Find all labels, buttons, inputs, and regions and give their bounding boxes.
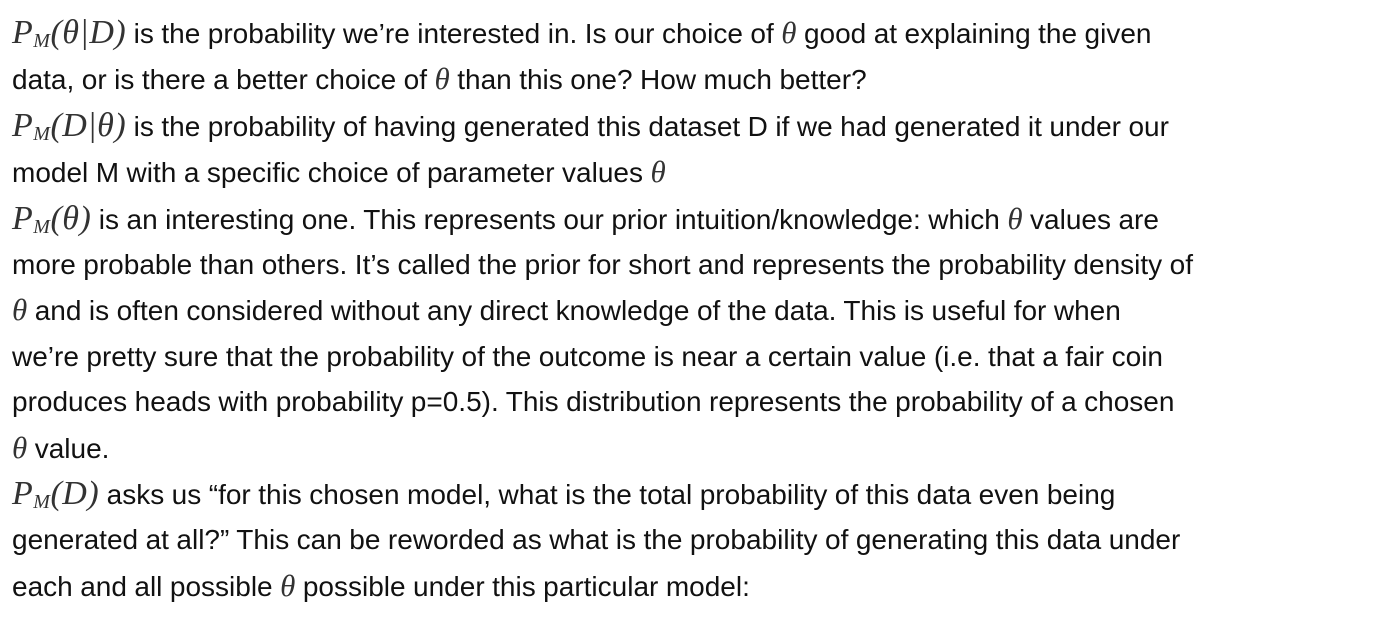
math-symbol: P: [12, 475, 34, 513]
text-line: we’re pretty sure that the probability o…: [12, 334, 1392, 379]
theta-symbol: θ: [781, 15, 797, 50]
body-text: than this one? How much better?: [449, 64, 867, 96]
prior-paragraph: PM(θ) is an interesting one. This repres…: [12, 196, 1392, 471]
body-text: model M with a specific choice of parame…: [12, 157, 651, 189]
body-text: and is often considered without any dire…: [27, 295, 1121, 327]
theta-symbol: θ: [12, 292, 28, 328]
body-text: value.: [27, 432, 110, 464]
evidence-paragraph: PM(D) asks us “for this chosen model, wh…: [12, 471, 1392, 609]
body-text: is the probability of having generated t…: [126, 110, 1169, 142]
prior-expression: PM(θ): [12, 200, 91, 237]
document-body: PM(θ|D) is the probability we’re interes…: [12, 10, 1392, 609]
text-line: PM(θ|D) is the probability we’re interes…: [12, 10, 1392, 56]
body-text: we’re pretty sure that the probability o…: [12, 340, 1163, 372]
math-subscript: M: [33, 491, 51, 514]
posterior-paragraph: PM(θ|D) is the probability we’re interes…: [12, 10, 1392, 103]
text-line: PM(D) asks us “for this chosen model, wh…: [12, 471, 1392, 517]
body-text: data, or is there a better choice of: [12, 64, 435, 96]
text-line: generated at all?” This can be reworded …: [12, 517, 1392, 562]
theta-symbol: θ: [650, 154, 666, 190]
math-arguments: (θ): [50, 199, 92, 237]
theta-symbol: θ: [12, 429, 28, 465]
text-line: PM(θ) is an interesting one. This repres…: [12, 196, 1392, 242]
math-symbol: P: [12, 14, 34, 51]
body-text: more probable than others. It’s called t…: [12, 249, 1193, 281]
body-text: good at explaining the given: [796, 18, 1152, 49]
math-subscript: M: [33, 122, 51, 145]
body-text: each and all possible: [12, 570, 281, 602]
posterior-expression: PM(θ|D): [12, 14, 126, 51]
body-text: possible under this particular model:: [295, 570, 750, 602]
text-line: more probable than others. It’s called t…: [12, 242, 1392, 287]
math-subscript: M: [33, 215, 51, 238]
theta-symbol: θ: [280, 567, 296, 603]
body-text: produces heads with probability p=0.5). …: [12, 386, 1175, 418]
body-text: values are: [1022, 203, 1159, 235]
evidence-expression: PM(D): [12, 475, 99, 512]
text-line: PM(D|θ) is the probability of having gen…: [12, 103, 1392, 149]
likelihood-paragraph: PM(D|θ) is the probability of having gen…: [12, 103, 1392, 196]
text-line: each and all possible θ possible under t…: [12, 563, 1392, 609]
theta-symbol: θ: [1007, 200, 1023, 236]
math-subscript: M: [33, 30, 51, 52]
text-line: model M with a specific choice of parame…: [12, 149, 1392, 195]
math-symbol: P: [12, 106, 34, 144]
text-line: data, or is there a better choice of θ t…: [12, 56, 1392, 102]
theta-symbol: θ: [434, 61, 450, 97]
math-arguments: (θ|D): [50, 14, 127, 51]
text-line: θ value.: [12, 425, 1392, 471]
body-text: asks us “for this chosen model, what is …: [99, 479, 1116, 511]
text-line: θ and is often considered without any di…: [12, 287, 1392, 333]
body-text: is the probability we’re interested in. …: [126, 18, 782, 49]
math-symbol: P: [12, 199, 34, 237]
text-line: produces heads with probability p=0.5). …: [12, 379, 1392, 424]
likelihood-expression: PM(D|θ): [12, 107, 126, 144]
math-arguments: (D|θ): [50, 106, 127, 144]
body-text: generated at all?” This can be reworded …: [12, 524, 1181, 556]
body-text: is an interesting one. This represents o…: [91, 203, 1008, 235]
math-arguments: (D): [50, 475, 100, 513]
